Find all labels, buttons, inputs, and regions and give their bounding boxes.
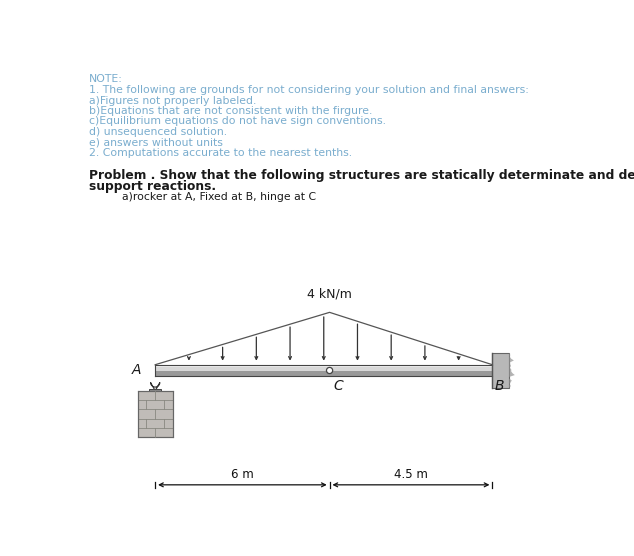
Text: 4 kN/m: 4 kN/m xyxy=(307,287,352,301)
Polygon shape xyxy=(509,353,515,388)
Text: 6 m: 6 m xyxy=(231,468,254,481)
Circle shape xyxy=(327,368,333,374)
Bar xyxy=(155,365,493,368)
Text: A: A xyxy=(132,364,141,378)
Text: C: C xyxy=(333,379,343,393)
Bar xyxy=(138,391,172,437)
Text: Problem . Show that the following structures are statically determinate and dete: Problem . Show that the following struct… xyxy=(89,169,634,182)
Text: c)Equilibrium equations do not have sign conventions.: c)Equilibrium equations do not have sign… xyxy=(89,116,385,126)
Text: 1. The following are grounds for not considering your solution and final answers: 1. The following are grounds for not con… xyxy=(89,85,528,95)
Text: a)rocker at A, Fixed at B, hinge at C: a)rocker at A, Fixed at B, hinge at C xyxy=(122,192,316,202)
Text: 2. Computations accurate to the nearest tenths.: 2. Computations accurate to the nearest … xyxy=(89,147,352,157)
Text: e) answers without units: e) answers without units xyxy=(89,137,223,147)
Text: NOTE:: NOTE: xyxy=(89,75,122,85)
Text: 4.5 m: 4.5 m xyxy=(394,468,428,481)
Text: support reactions.: support reactions. xyxy=(89,180,216,193)
Text: B: B xyxy=(495,379,504,393)
Bar xyxy=(155,365,493,371)
Text: a)Figures not properly labeled.: a)Figures not properly labeled. xyxy=(89,96,256,106)
Bar xyxy=(493,353,509,388)
Bar xyxy=(149,389,162,391)
Text: b)Equations that are not consistent with the firgure.: b)Equations that are not consistent with… xyxy=(89,106,372,116)
Polygon shape xyxy=(150,383,160,391)
Text: d) unsequenced solution.: d) unsequenced solution. xyxy=(89,127,227,137)
Bar xyxy=(155,371,493,376)
